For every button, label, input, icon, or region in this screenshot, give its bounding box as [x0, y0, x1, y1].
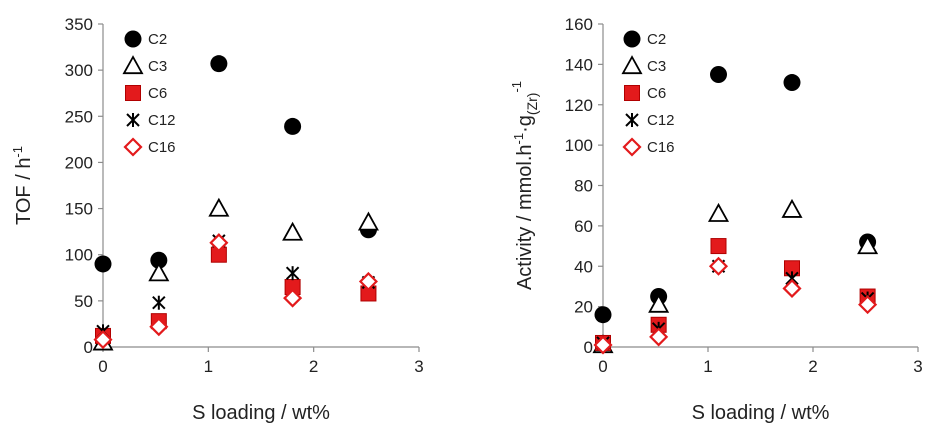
y-tick-label: 0 [584, 338, 593, 357]
point-c16-1 [593, 335, 613, 355]
point-c16-2 [649, 327, 669, 347]
point-c3-3 [707, 202, 730, 222]
x-tick-label: 1 [703, 357, 712, 376]
y-tick-label: 200 [65, 153, 93, 172]
point-c12-4 [285, 266, 300, 281]
series-c12 [96, 233, 376, 339]
series-c3 [92, 197, 379, 351]
point-c2-1 [594, 306, 612, 324]
y-tick-label: 60 [574, 217, 593, 236]
legend-label-c12: C12 [647, 112, 675, 129]
point-c16-4 [283, 288, 303, 308]
y-tick-label: 50 [74, 292, 93, 311]
y-tick-label: 100 [565, 136, 593, 155]
x-tick-label: 1 [204, 357, 213, 376]
point-c3-5 [857, 235, 879, 255]
point-c3-2 [148, 262, 170, 282]
legend-label-c2: C2 [647, 31, 666, 48]
legend-label-c6: C6 [647, 85, 666, 102]
point-c16-3 [209, 233, 229, 253]
point-c3-3 [208, 197, 230, 217]
y-tick-label: 160 [565, 15, 593, 34]
legend-marker-c3 [621, 55, 643, 75]
point-c2-2 [150, 251, 168, 269]
point-c16-1 [93, 330, 113, 350]
legend-marker-c6 [624, 85, 640, 101]
point-c2-3 [210, 55, 228, 73]
legend-label-c2: C2 [148, 31, 167, 48]
legend-label-c6: C6 [148, 85, 167, 102]
point-c3-4 [282, 221, 304, 241]
point-c2-3 [710, 65, 727, 83]
point-c16-2 [149, 317, 169, 337]
x-axis-label: S loading / wt% [692, 402, 830, 424]
y-tick-label: 140 [565, 55, 593, 74]
legend-marker-c16 [622, 137, 642, 157]
series-c6 [95, 246, 377, 344]
series-c16 [593, 256, 878, 355]
chart-2: 0 20 40 60 80 100 120 140 160 0 1 2 3 S loading / wt%… [509, 15, 923, 424]
chart-1-legend: C2 C3 C6 C12 C16 [122, 30, 176, 157]
legend-marker-c12 [625, 113, 639, 127]
y-axis-label: Activity / mmol.h-1·g(Zr)-1 [509, 81, 540, 290]
point-c16-4 [782, 278, 802, 299]
legend-label-c16: C16 [647, 139, 675, 156]
legend-marker-c12 [126, 113, 140, 127]
x-tick-label: 3 [414, 357, 423, 376]
x-tick-label: 2 [808, 357, 817, 376]
chart-2-legend: C2 C3 C6 C12 C16 [621, 30, 675, 157]
legend-label-c3: C3 [647, 58, 666, 75]
series-c3 [592, 198, 879, 354]
legend-marker-c6 [125, 85, 141, 101]
point-c16-5 [358, 271, 378, 292]
series-c2 [594, 65, 877, 324]
legend-label-c16: C16 [148, 139, 176, 156]
series-c16 [93, 233, 378, 350]
y-tick-label: 0 [84, 338, 93, 357]
point-c3-5 [357, 211, 379, 231]
legend-label-c3: C3 [148, 58, 167, 75]
y-tick-label: 250 [65, 107, 93, 126]
legend-marker-c2 [623, 30, 641, 48]
y-tick-label: 300 [65, 61, 93, 80]
point-c2-1 [94, 255, 112, 273]
x-tick-label: 3 [913, 357, 922, 376]
point-c2-4 [284, 117, 302, 135]
legend-label-c12: C12 [148, 112, 176, 129]
x-tick-label: 2 [309, 357, 318, 376]
y-tick-label: 40 [574, 257, 593, 276]
point-c3-2 [648, 293, 670, 313]
chart-1: 0 50 100 150 200 250 300 350 0 1 2 3 S loading / wt%… [10, 15, 424, 424]
y-tick-label: 80 [574, 177, 593, 196]
y-tick-label: 150 [65, 200, 93, 219]
point-c16-5 [858, 295, 878, 315]
point-c2-4 [783, 74, 801, 92]
x-tick-label: 0 [598, 357, 607, 376]
point-c3-4 [781, 198, 803, 218]
legend-marker-c16 [123, 137, 143, 157]
x-tick-label: 0 [98, 357, 107, 376]
y-tick-label: 100 [65, 246, 93, 265]
point-c12-2 [152, 295, 166, 310]
y-tick-label: 120 [565, 96, 593, 115]
series-c12 [596, 259, 875, 350]
y-axis-label: TOF / h-1 [10, 146, 35, 225]
x-axis-label: S loading / wt% [192, 402, 330, 424]
point-c6-3 [710, 238, 727, 255]
y-tick-label: 350 [65, 15, 93, 34]
y-tick-label: 20 [574, 298, 593, 317]
point-c16-3 [708, 256, 729, 276]
legend-marker-c3 [122, 55, 144, 75]
legend-marker-c2 [124, 30, 142, 48]
series-c6 [595, 238, 876, 351]
